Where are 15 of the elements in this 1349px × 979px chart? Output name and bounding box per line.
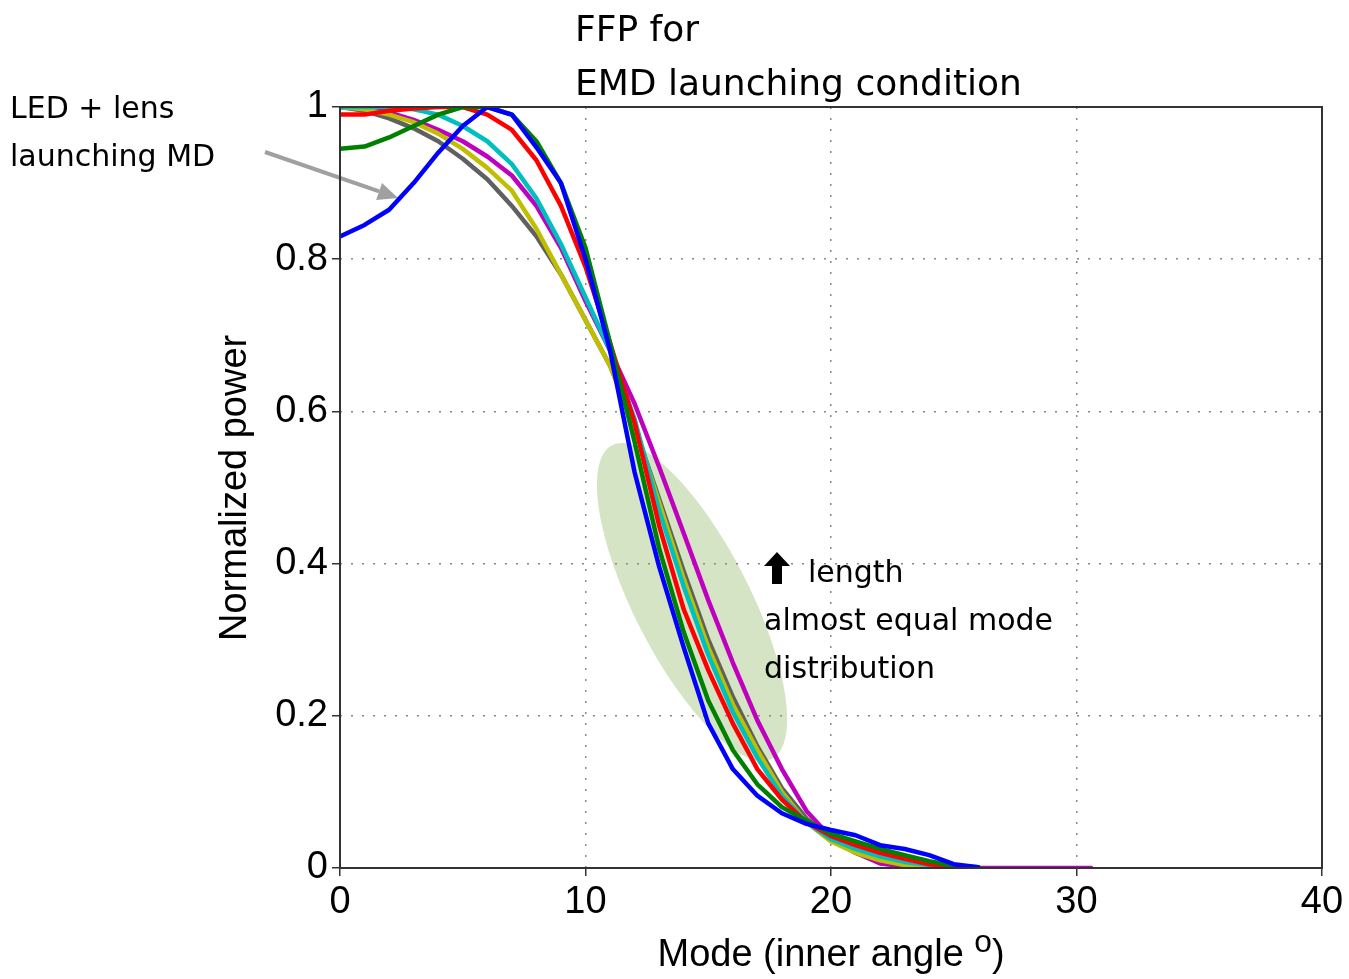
x-tick-label: 20 xyxy=(809,879,853,922)
x-tick-label: 40 xyxy=(1300,879,1344,922)
y-axis-title: Normalized power xyxy=(212,334,255,641)
chart-title: FFP for EMD launching condition xyxy=(575,7,1022,105)
x-tick-label: 10 xyxy=(564,879,607,922)
y-tick-label: 1 xyxy=(306,83,328,126)
y-tick-label: 0.6 xyxy=(275,387,328,430)
y-tick-label: 0.8 xyxy=(275,235,328,278)
x-axis-title: Mode (inner angle $^{o}$) xyxy=(657,922,1005,976)
y-tick-label: 0 xyxy=(306,844,328,887)
annotation: length almost equal mode distribution xyxy=(764,553,1054,687)
y-tick-label: 0.4 xyxy=(275,540,328,583)
text: LED + lens launching MD xyxy=(10,89,216,175)
x-tick-label: 30 xyxy=(1055,879,1098,922)
y-tick-label: 0.2 xyxy=(275,692,328,735)
